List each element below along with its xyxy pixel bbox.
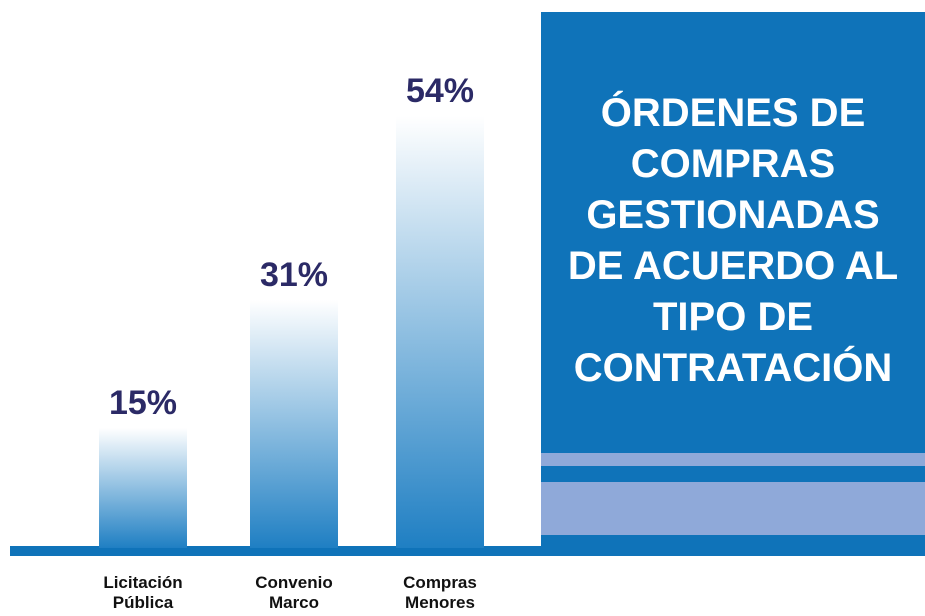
value-label: 31%: [259, 256, 329, 294]
chart-title: ÓRDENES DE COMPRAS GESTIONADAS DE ACUERD…: [567, 91, 899, 390]
bar: [396, 116, 484, 548]
stripe: [541, 482, 925, 535]
bar: [99, 428, 187, 548]
x-tick-label: Convenio Marco: [255, 573, 333, 612]
value-label: 15%: [108, 384, 178, 422]
x-tick-label: Compras Menores: [403, 573, 477, 612]
stripe: [541, 453, 925, 466]
x-tick-label: Licitación Pública: [103, 573, 183, 612]
value-label: 54%: [405, 72, 475, 110]
baseline: [10, 546, 541, 556]
bar: [250, 300, 338, 548]
